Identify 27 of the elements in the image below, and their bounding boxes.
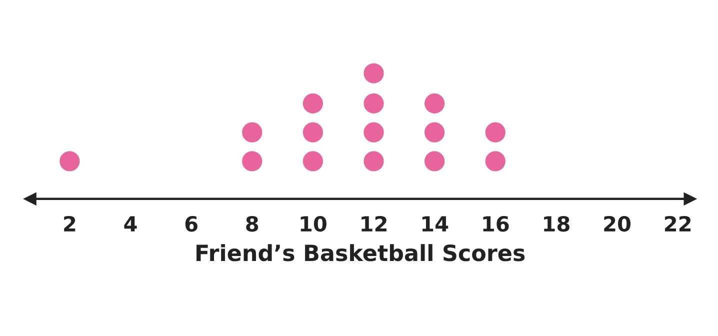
x-tick-label: 12 [362,216,386,232]
point [364,93,384,114]
point [302,93,324,114]
point [485,151,506,172]
x-tick-label: 20 [604,216,631,232]
point [302,122,324,142]
point [364,122,384,142]
x-tick-label: 10 [300,216,326,232]
x-tick-label: 22 [664,216,691,232]
x-tick-label: 14 [422,216,448,232]
point [60,151,80,172]
x-tick-label: 6 [185,216,198,232]
x-tick-label: 2 [64,216,76,232]
x-tick-label: 16 [483,216,509,232]
point [242,122,262,142]
point [485,122,506,142]
point [302,151,324,172]
point [364,151,384,172]
point [242,151,262,172]
point [424,151,445,172]
x-tick-label: 18 [544,216,570,232]
x-axis-title: Friend’s Basketball Scores [196,244,525,262]
x-tick-label: 4 [124,216,137,232]
x-tick-label: 8 [246,216,258,232]
point [424,93,445,114]
point [364,63,384,84]
point [424,122,445,142]
